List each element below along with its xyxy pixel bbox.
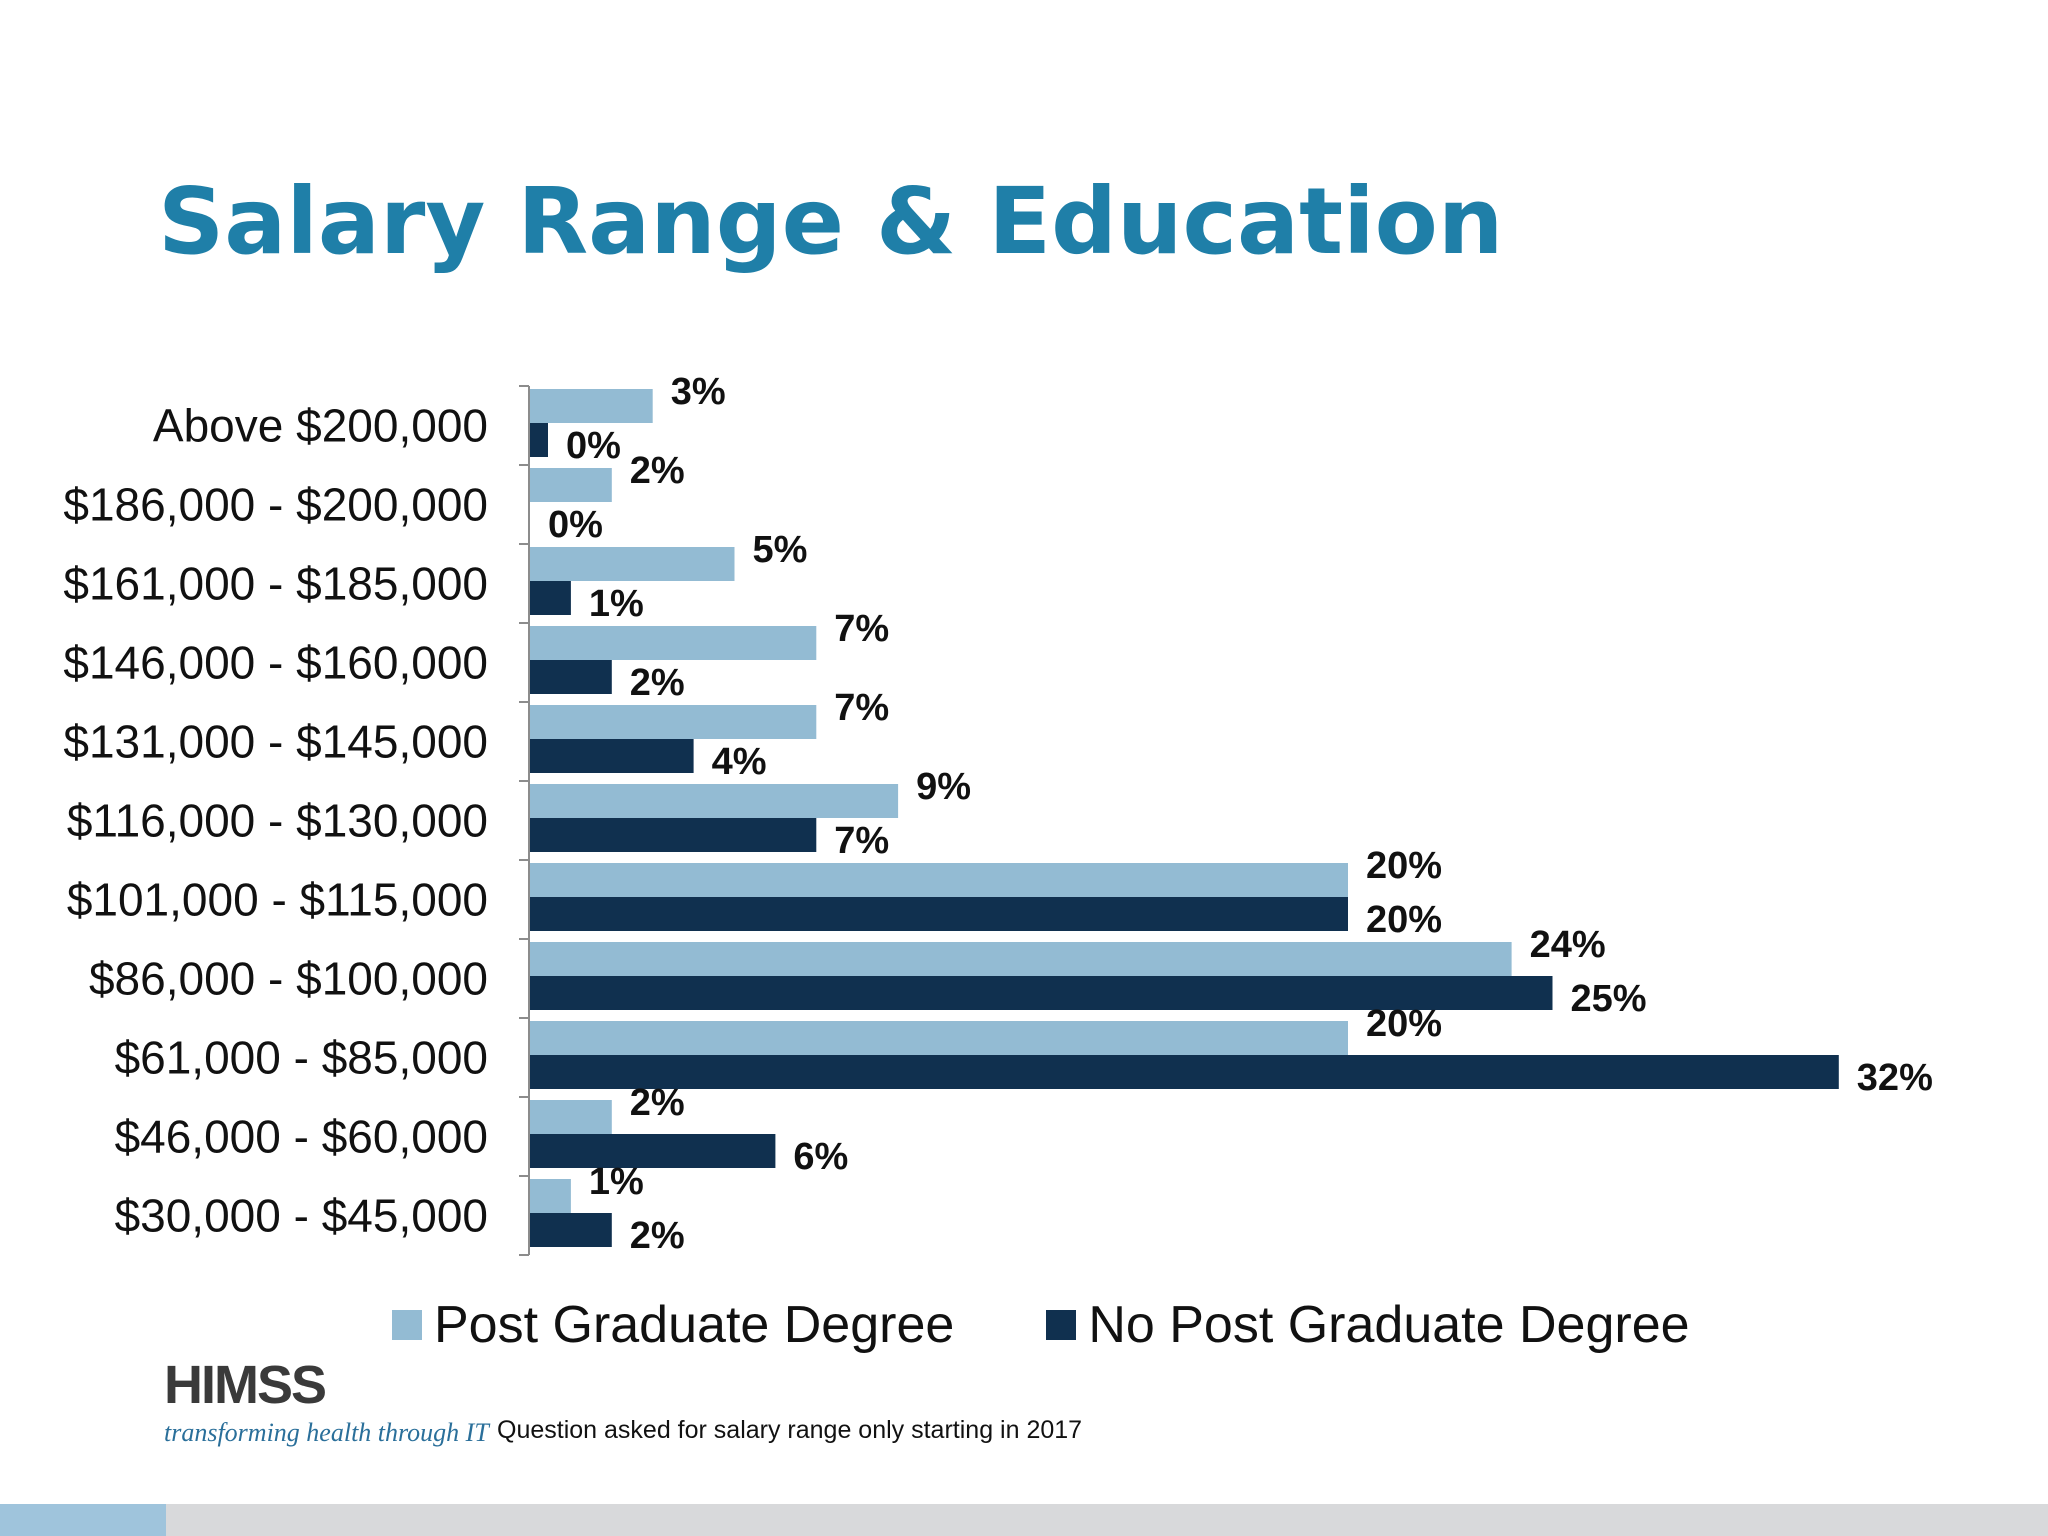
- value-label-post-graduate: 3%: [671, 371, 726, 413]
- bar-post-graduate: [530, 863, 1348, 897]
- category-label: $116,000 - $130,000: [67, 795, 488, 847]
- value-label-post-graduate: 2%: [630, 1082, 685, 1124]
- category-label: $131,000 - $145,000: [63, 716, 488, 768]
- value-label-post-graduate: 24%: [1530, 924, 1606, 966]
- category-label: $146,000 - $160,000: [63, 637, 488, 689]
- category-labels: Above $200,000 $186,000 - $200,000 $161,00…: [63, 400, 488, 1242]
- chart-legend: Post Graduate Degree No Post Graduate De…: [392, 1295, 1782, 1355]
- value-label-no-post-graduate: 0%: [548, 504, 603, 546]
- bar-no-post-graduate: [530, 1213, 612, 1247]
- value-label-no-post-graduate: 0%: [566, 425, 621, 467]
- logo-wordmark: HIMSS: [164, 1355, 327, 1415]
- footer-accent: [0, 1504, 166, 1536]
- value-label-post-graduate: 20%: [1366, 1003, 1442, 1045]
- slide-title: Salary Range & Education: [158, 168, 1504, 275]
- value-label-no-post-graduate: 6%: [793, 1136, 848, 1178]
- bar-no-post-graduate: [530, 423, 548, 457]
- category-label: $161,000 - $185,000: [63, 558, 488, 610]
- bar-no-post-graduate: [530, 660, 612, 694]
- value-label-no-post-graduate: 25%: [1571, 978, 1647, 1020]
- footnote: Question asked for salary range only sta…: [497, 1416, 1083, 1444]
- category-label: $46,000 - $60,000: [115, 1111, 488, 1163]
- legend-label-post-graduate: Post Graduate Degree: [434, 1296, 955, 1354]
- value-label-post-graduate: 7%: [834, 687, 889, 729]
- value-label-post-graduate: 1%: [589, 1161, 644, 1203]
- bar-no-post-graduate: [530, 897, 1348, 931]
- chart-axis: [519, 385, 530, 1256]
- bar-post-graduate: [530, 547, 735, 581]
- footer-bar: [0, 1504, 2048, 1536]
- value-label-post-graduate: 5%: [753, 529, 808, 571]
- logo-tagline: transforming health through IT: [164, 1418, 489, 1447]
- bar-no-post-graduate: [530, 581, 571, 615]
- value-label-no-post-graduate: 4%: [712, 741, 767, 783]
- bar-post-graduate: [530, 942, 1512, 976]
- value-label-post-graduate: 2%: [630, 450, 685, 492]
- category-label: $86,000 - $100,000: [89, 953, 488, 1005]
- legend-item-post-graduate: Post Graduate Degree: [392, 1295, 954, 1355]
- legend-item-no-post-graduate: No Post Graduate Degree: [1046, 1295, 1690, 1355]
- bar-no-post-graduate: [530, 1134, 776, 1168]
- bar-post-graduate: [530, 1179, 571, 1213]
- bar-post-graduate: [530, 784, 899, 818]
- value-label-post-graduate: 9%: [916, 766, 971, 808]
- category-label: $186,000 - $200,000: [63, 479, 488, 531]
- category-label: $61,000 - $85,000: [115, 1032, 488, 1084]
- bar-post-graduate: [530, 1021, 1348, 1055]
- category-label: $101,000 - $115,000: [67, 874, 488, 926]
- legend-swatch-no-post-graduate: [1046, 1310, 1077, 1340]
- bar-post-graduate: [530, 1100, 612, 1134]
- chart-bars: [530, 389, 1839, 1247]
- bar-post-graduate: [530, 626, 817, 660]
- bar-post-graduate: [530, 468, 612, 502]
- value-label-no-post-graduate: 2%: [630, 662, 685, 704]
- value-labels: 3%0%2%0%5%1%7%2%7%4%9%7%20%20%24%25%20%3…: [548, 371, 1933, 1257]
- himss-logo: HIMSS transforming health through IT: [164, 1358, 489, 1448]
- bar-no-post-graduate: [530, 976, 1553, 1010]
- bar-post-graduate: [530, 705, 817, 739]
- category-label: $30,000 - $45,000: [115, 1190, 488, 1242]
- bar-post-graduate: [530, 389, 653, 423]
- value-label-no-post-graduate: 20%: [1366, 899, 1442, 941]
- salary-education-bar-chart: Above $200,000 $186,000 - $200,000 $161,00…: [63, 371, 1933, 1257]
- legend-swatch-post-graduate: [392, 1310, 422, 1340]
- value-label-no-post-graduate: 7%: [834, 820, 889, 862]
- category-label: Above $200,000: [153, 400, 488, 452]
- value-label-post-graduate: 20%: [1366, 845, 1442, 887]
- value-label-no-post-graduate: 2%: [630, 1215, 685, 1257]
- value-label-no-post-graduate: 1%: [589, 583, 644, 625]
- value-label-post-graduate: 7%: [834, 608, 889, 650]
- bar-no-post-graduate: [530, 1055, 1839, 1089]
- bar-no-post-graduate: [530, 818, 817, 852]
- legend-label-no-post-graduate: No Post Graduate Degree: [1088, 1296, 1690, 1354]
- value-label-no-post-graduate: 32%: [1857, 1057, 1933, 1099]
- bar-no-post-graduate: [530, 739, 694, 773]
